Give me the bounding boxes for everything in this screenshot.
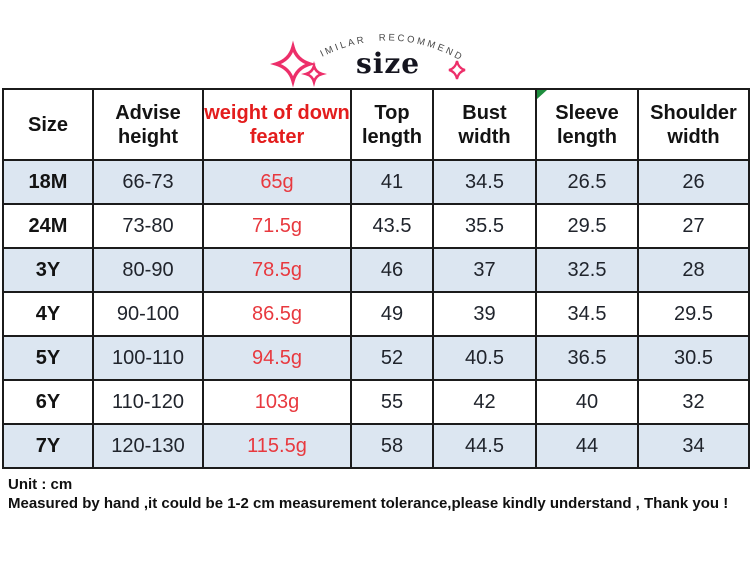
cell-height: 66-73 bbox=[92, 159, 204, 205]
cell-shoulder: 30.5 bbox=[637, 335, 750, 381]
cell-bust: 34.5 bbox=[432, 159, 537, 205]
cell-sleeve: 40 bbox=[535, 379, 639, 425]
cell-top: 55 bbox=[350, 379, 434, 425]
cell-sleeve: 36.5 bbox=[535, 335, 639, 381]
sparkle-icon-right bbox=[448, 60, 466, 80]
table-row: 18M 66-73 65g 41 34.5 26.5 26 bbox=[2, 159, 750, 205]
cell-height: 120-130 bbox=[92, 423, 204, 469]
cell-size: 4Y bbox=[2, 291, 94, 337]
cell-weight: 103g bbox=[202, 379, 352, 425]
cell-size: 24M bbox=[2, 203, 94, 249]
cell-height: 100-110 bbox=[92, 335, 204, 381]
cell-size: 3Y bbox=[2, 247, 94, 293]
header-decoration-svg: SIMILAR RECOMMEND bbox=[0, 0, 466, 88]
cell-top: 58 bbox=[350, 423, 434, 469]
col-header-bust-width: Bust width bbox=[432, 88, 537, 161]
unit-note: Unit : cm bbox=[8, 476, 73, 493]
page-title: size bbox=[355, 47, 421, 80]
cell-bust: 35.5 bbox=[432, 203, 537, 249]
cell-shoulder: 34 bbox=[637, 423, 750, 469]
cell-shoulder: 28 bbox=[637, 247, 750, 293]
cell-weight: 71.5g bbox=[202, 203, 352, 249]
cell-bust: 39 bbox=[432, 291, 537, 337]
sparkle-icon-large bbox=[270, 40, 316, 88]
col-header-top-length: Top length bbox=[350, 88, 434, 161]
cell-sleeve: 32.5 bbox=[535, 247, 639, 293]
size-chart-table: Size Advise height weight of down feater… bbox=[2, 88, 750, 469]
cell-top: 49 bbox=[350, 291, 434, 337]
table-row: 3Y 80-90 78.5g 46 37 32.5 28 bbox=[2, 247, 750, 293]
cell-bust: 42 bbox=[432, 379, 537, 425]
col-header-shoulder-width: Shoulder width bbox=[637, 88, 750, 161]
cell-weight: 65g bbox=[202, 159, 352, 205]
cell-height: 80-90 bbox=[92, 247, 204, 293]
cell-size: 5Y bbox=[2, 335, 94, 381]
cell-shoulder: 27 bbox=[637, 203, 750, 249]
table-row: 5Y 100-110 94.5g 52 40.5 36.5 30.5 bbox=[2, 335, 750, 381]
decorative-header: SIMILAR RECOMMEND size bbox=[0, 0, 750, 95]
col-header-down-weight: weight of down feater bbox=[202, 88, 352, 161]
cell-shoulder: 32 bbox=[637, 379, 750, 425]
cell-height: 73-80 bbox=[92, 203, 204, 249]
col-header-sleeve-length: Sleeve length bbox=[535, 88, 639, 161]
table-row: 4Y 90-100 86.5g 49 39 34.5 29.5 bbox=[2, 291, 750, 337]
cell-top: 52 bbox=[350, 335, 434, 381]
cell-shoulder: 29.5 bbox=[637, 291, 750, 337]
header-row: Size Advise height weight of down feater… bbox=[2, 88, 750, 161]
size-table-body: 18M 66-73 65g 41 34.5 26.5 26 24M 73-80 71.5g 43.5… bbox=[2, 159, 750, 469]
sparkle-icon-small-left bbox=[301, 61, 327, 87]
cell-top: 41 bbox=[350, 159, 434, 205]
cell-height: 110-120 bbox=[92, 379, 204, 425]
cell-height: 90-100 bbox=[92, 291, 204, 337]
footer-notes: Unit : cm Measured by hand ,it could be … bbox=[8, 475, 748, 513]
col-header-size: Size bbox=[2, 88, 94, 161]
cell-size: 18M bbox=[2, 159, 94, 205]
cell-weight: 115.5g bbox=[202, 423, 352, 469]
table-header: Size Advise height weight of down feater… bbox=[2, 88, 750, 161]
table-row: 7Y 120-130 115.5g 58 44.5 44 34 bbox=[2, 423, 750, 469]
cell-top: 43.5 bbox=[350, 203, 434, 249]
cell-sleeve: 44 bbox=[535, 423, 639, 469]
cell-shoulder: 26 bbox=[637, 159, 750, 205]
cell-bust: 40.5 bbox=[432, 335, 537, 381]
cell-bust: 44.5 bbox=[432, 423, 537, 469]
table-row: 24M 73-80 71.5g 43.5 35.5 29.5 27 bbox=[2, 203, 750, 249]
cell-weight: 78.5g bbox=[202, 247, 352, 293]
tolerance-note: Measured by hand ,it could be 1-2 cm mea… bbox=[8, 495, 729, 512]
cell-top: 46 bbox=[350, 247, 434, 293]
cell-bust: 37 bbox=[432, 247, 537, 293]
cell-weight: 94.5g bbox=[202, 335, 352, 381]
cell-weight: 86.5g bbox=[202, 291, 352, 337]
cell-sleeve: 29.5 bbox=[535, 203, 639, 249]
cell-flag-icon bbox=[537, 90, 547, 99]
col-header-sleeve-length-label: Sleeve length bbox=[555, 101, 619, 148]
cell-size: 7Y bbox=[2, 423, 94, 469]
col-header-advise-height: Advise height bbox=[92, 88, 204, 161]
table-row: 6Y 110-120 103g 55 42 40 32 bbox=[2, 379, 750, 425]
cell-sleeve: 26.5 bbox=[535, 159, 639, 205]
cell-size: 6Y bbox=[2, 379, 94, 425]
cell-sleeve: 34.5 bbox=[535, 291, 639, 337]
